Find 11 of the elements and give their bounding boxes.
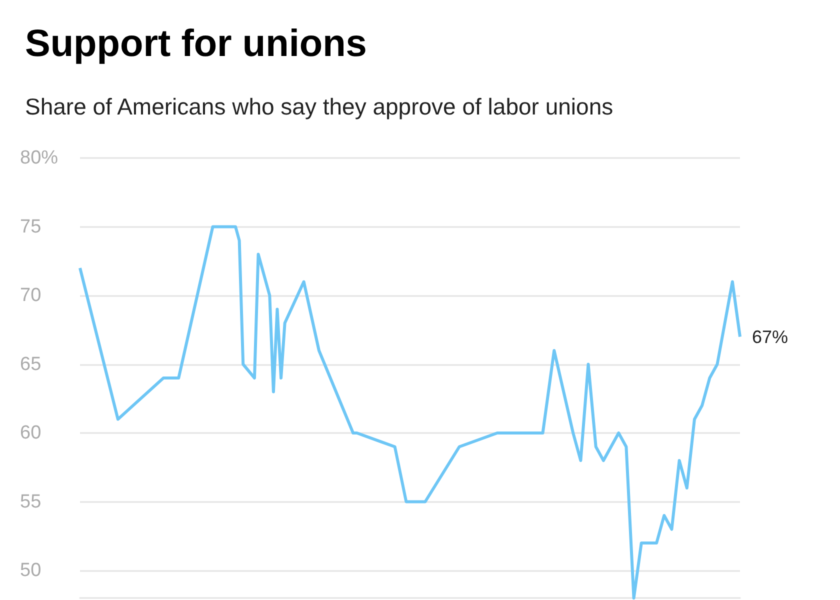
y-tick-label: 50 [20, 560, 42, 581]
chart-title: Support for unions [25, 23, 367, 65]
data-label: 67% [752, 326, 788, 347]
chart-subtitle: Share of Americans who say they approve of labor unions [25, 94, 614, 120]
y-tick-label: 80% [20, 148, 58, 168]
y-tick-label: 75 [20, 216, 42, 238]
y-tick-label: 55 [20, 491, 42, 512]
y-tick-label: 70 [20, 285, 42, 306]
y-tick-label: 60 [20, 422, 42, 444]
y-tick-label: 65 [20, 354, 42, 375]
line-series [78, 225, 742, 600]
